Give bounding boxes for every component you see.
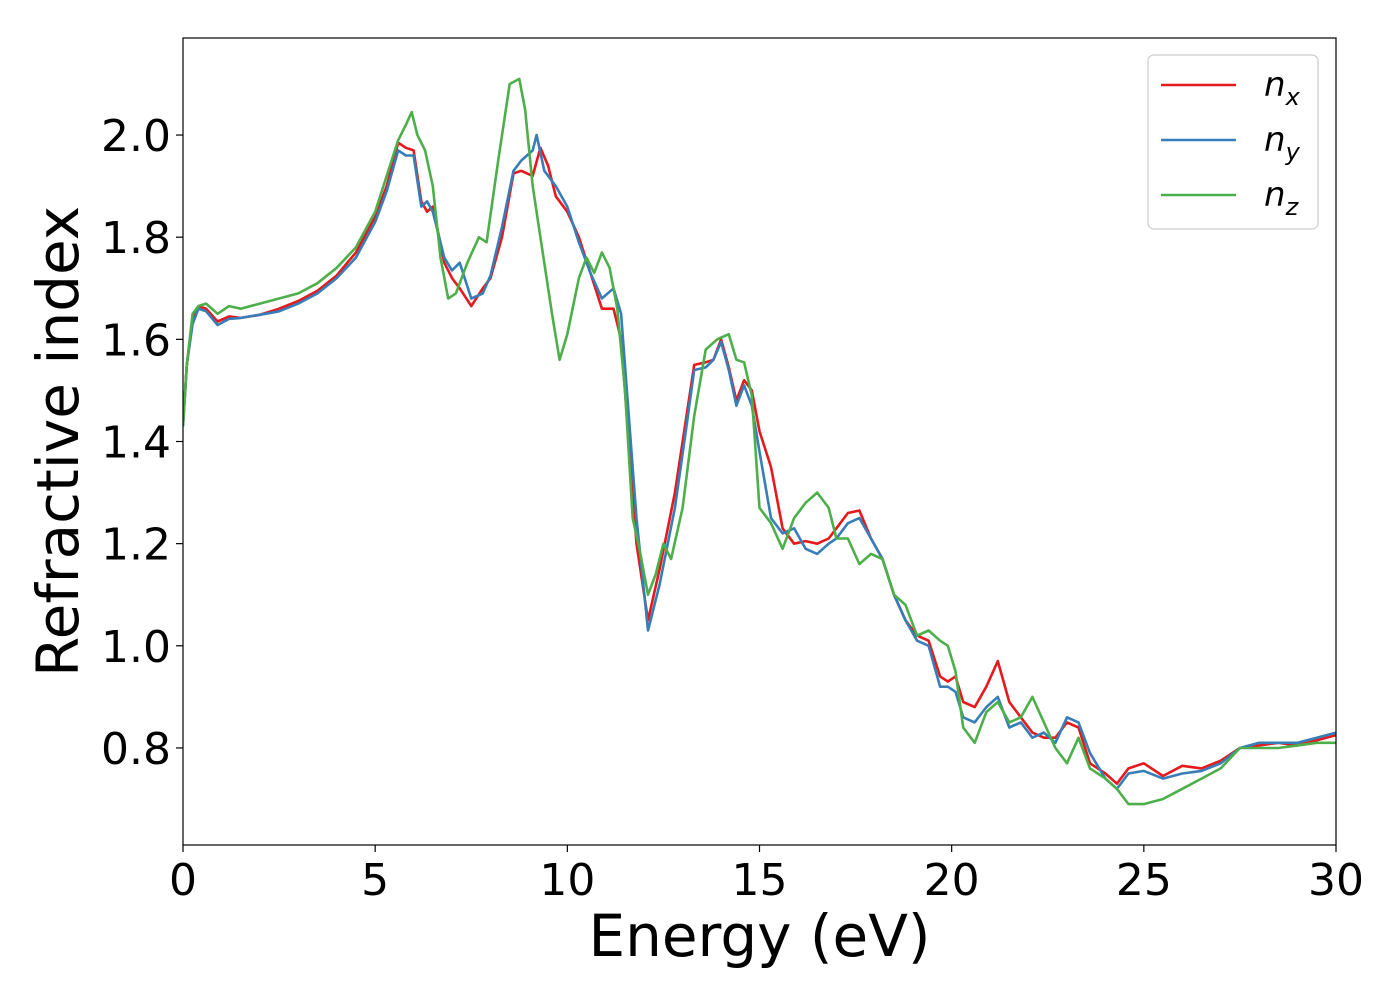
y-tick-label: 1.6: [101, 315, 171, 366]
legend-box: [1147, 54, 1319, 230]
legend-entry: nx: [1264, 65, 1301, 111]
x-tick-label: 15: [732, 855, 788, 906]
legend: nx ny nz: [1147, 54, 1319, 230]
legend-entry: nz: [1264, 175, 1300, 221]
series-line-n-z: [183, 77, 1336, 806]
y-tick-label: 2.0: [101, 111, 171, 162]
x-tick-label: 20: [924, 855, 980, 906]
legend-entry: ny: [1264, 120, 1301, 166]
x-tick-label: 10: [539, 855, 595, 906]
x-axis-title: Energy (eV): [588, 902, 930, 970]
y-axis: 0.8 1.0 1.2 1.4 1.6 1.8 2.0: [101, 111, 183, 775]
series-line-n-y: [183, 133, 1336, 791]
x-axis: 0 5 10 15 20 25 30: [169, 845, 1364, 906]
plot-area: [183, 77, 1336, 806]
y-tick-label: 1.8: [101, 213, 171, 264]
x-tick-label: 25: [1116, 855, 1172, 906]
y-tick-label: 1.2: [101, 520, 171, 571]
y-tick-label: 0.8: [101, 724, 171, 775]
y-tick-label: 1.0: [101, 622, 171, 673]
x-tick-label: 30: [1308, 855, 1364, 906]
x-tick-label: 5: [361, 855, 389, 906]
x-tick-label: 0: [169, 855, 197, 906]
y-tick-label: 1.4: [101, 418, 171, 469]
y-axis-title: Refractive index: [24, 206, 92, 677]
